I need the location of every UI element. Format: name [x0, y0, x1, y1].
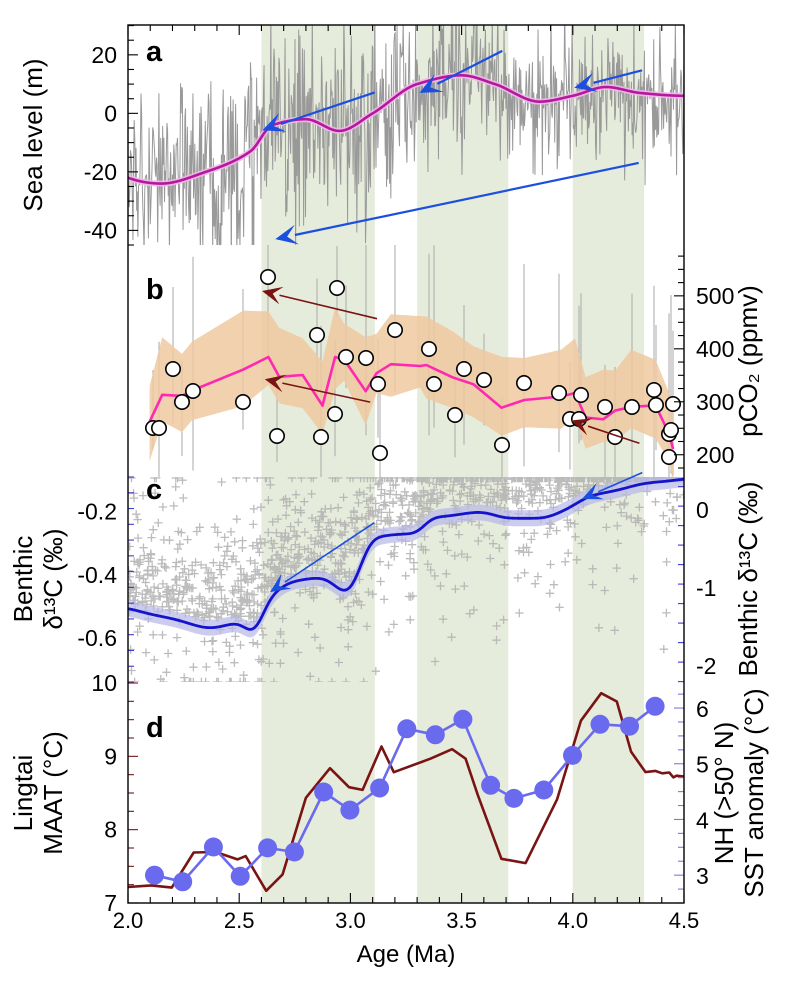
svg-text:300: 300 — [696, 389, 734, 415]
svg-text:pCO₂ (ppmv): pCO₂ (ppmv) — [733, 285, 763, 437]
svg-text:4.5: 4.5 — [669, 908, 700, 933]
svg-text:MAAT (°C): MAAT (°C) — [38, 731, 68, 855]
svg-text:Age (Ma): Age (Ma) — [357, 941, 456, 968]
svg-text:400: 400 — [696, 336, 734, 362]
svg-text:3: 3 — [696, 863, 709, 889]
svg-text:3.0: 3.0 — [335, 908, 366, 933]
svg-text:2.0: 2.0 — [113, 908, 144, 933]
svg-text:δ¹³C (‰): δ¹³C (‰) — [38, 528, 68, 629]
svg-text:4: 4 — [696, 807, 709, 833]
svg-text:500: 500 — [696, 283, 734, 309]
svg-text:NH (>50° N): NH (>50° N) — [709, 722, 739, 865]
svg-text:8: 8 — [104, 817, 117, 843]
svg-text:20: 20 — [91, 42, 117, 68]
svg-text:b: b — [146, 274, 164, 306]
svg-text:Sea level (m): Sea level (m) — [18, 58, 48, 211]
svg-text:Benthic: Benthic — [8, 536, 38, 623]
svg-text:0: 0 — [696, 497, 709, 523]
svg-text:-0.2: -0.2 — [77, 499, 117, 525]
svg-text:Benthic δ¹³C (‰): Benthic δ¹³C (‰) — [733, 481, 763, 676]
svg-text:5: 5 — [696, 752, 709, 778]
svg-text:2.5: 2.5 — [224, 908, 255, 933]
svg-text:3.5: 3.5 — [446, 908, 477, 933]
svg-text:0: 0 — [104, 100, 117, 126]
svg-text:-20: -20 — [84, 159, 117, 185]
svg-text:10: 10 — [91, 670, 117, 696]
svg-text:9: 9 — [104, 743, 117, 769]
svg-text:4.0: 4.0 — [558, 908, 589, 933]
svg-text:-0.4: -0.4 — [77, 562, 117, 588]
svg-text:-40: -40 — [84, 217, 117, 243]
svg-text:-0.6: -0.6 — [77, 625, 117, 651]
svg-text:a: a — [146, 36, 163, 68]
svg-text:6: 6 — [696, 696, 709, 722]
svg-text:Lingtai: Lingtai — [8, 755, 38, 832]
svg-text:d: d — [146, 712, 164, 744]
svg-text:-1: -1 — [696, 575, 716, 601]
svg-text:200: 200 — [696, 442, 734, 468]
svg-text:SST anomaly (°C): SST anomaly (°C) — [739, 688, 769, 897]
svg-text:-2: -2 — [696, 653, 716, 679]
svg-text:c: c — [146, 474, 162, 506]
